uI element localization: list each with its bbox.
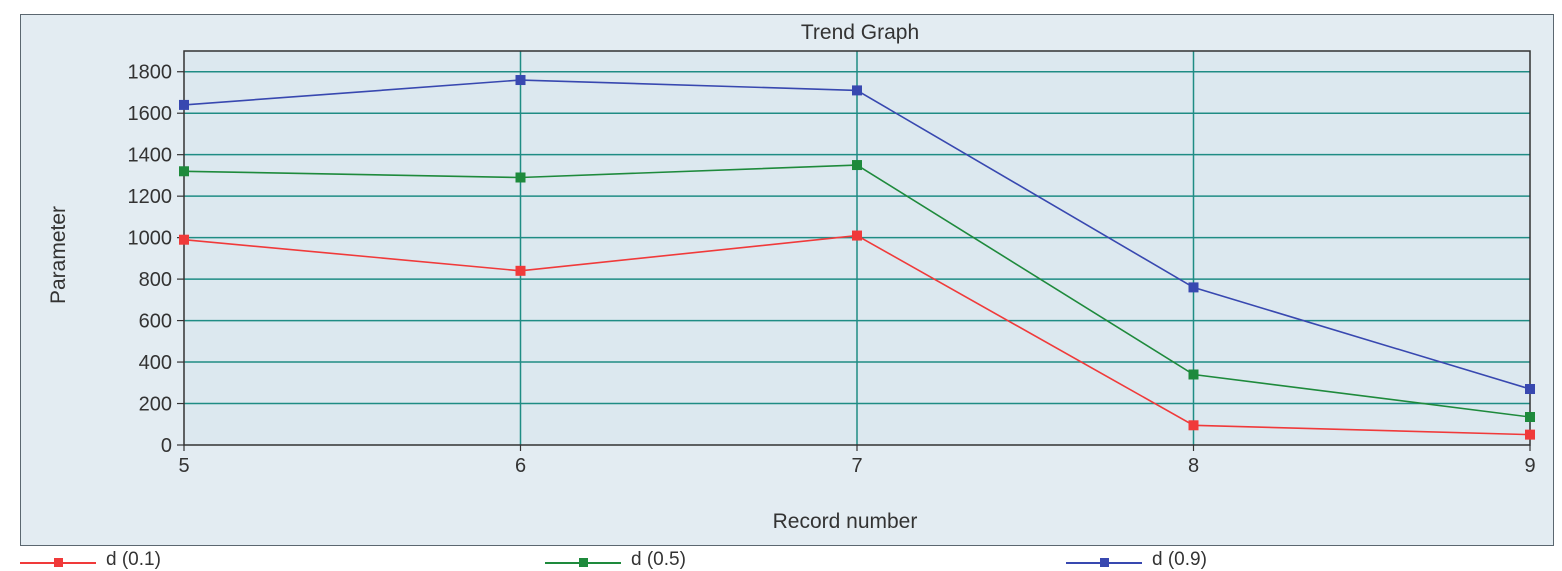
data-point-series-1	[852, 230, 862, 241]
trend-chart: 0 200 400 600 800 1000 1200 1400 1600 1800 5 6 7 8 9 Tr…	[47, 21, 1536, 533]
y-tick-label: 200	[139, 394, 172, 416]
legend-swatch	[20, 547, 96, 568]
data-point-series-1	[515, 265, 526, 276]
y-tick-label: 1600	[128, 103, 173, 125]
data-point-series-3	[852, 85, 862, 96]
legend-item-1: d (0.1)	[20, 547, 161, 570]
chart-legend: d (0.1) d (0.5) d (0.9)	[20, 547, 1562, 570]
data-point-series-3	[1525, 384, 1535, 395]
data-point-series-1	[1188, 420, 1199, 431]
x-axis-label: Record number	[773, 510, 918, 533]
legend-marker	[1100, 558, 1109, 567]
legend-item-2: d (0.5)	[545, 547, 686, 570]
data-point-series-2	[1188, 369, 1199, 380]
data-point-series-1	[179, 234, 189, 245]
x-tick-label: 5	[178, 455, 189, 477]
x-tick-label: 6	[515, 455, 526, 477]
y-tick-label: 0	[161, 435, 172, 457]
chart-title: Trend Graph	[801, 21, 919, 44]
plot-border	[183, 50, 1531, 446]
legend-swatch	[545, 547, 621, 568]
y-tick-label: 1200	[128, 186, 173, 208]
data-point-series-1	[1525, 429, 1535, 440]
x-tick-label: 8	[1188, 455, 1199, 477]
x-tick-label: 9	[1524, 455, 1535, 477]
legend-swatch	[1066, 547, 1142, 568]
data-point-series-2	[1525, 412, 1535, 423]
y-axis-label: Parameter	[47, 206, 70, 304]
chart-panel: 0 200 400 600 800 1000 1200 1400 1600 1800 5 6 7 8 9 Tr…	[20, 14, 1554, 546]
y-tick-label: 1800	[128, 62, 173, 84]
y-tick-label: 1400	[128, 145, 173, 167]
y-tick-label: 800	[139, 269, 172, 291]
y-tick-label: 1000	[128, 228, 173, 250]
data-point-series-2	[179, 166, 189, 177]
y-tick-label: 600	[139, 311, 172, 333]
data-point-series-3	[179, 99, 189, 110]
legend-marker	[579, 558, 588, 567]
legend-item-3: d (0.9)	[1066, 547, 1207, 570]
legend-label: d (0.1)	[106, 548, 161, 570]
legend-marker	[54, 558, 63, 567]
y-tick-label: 400	[139, 352, 172, 374]
x-tick-label: 7	[851, 455, 862, 477]
legend-label: d (0.9)	[1152, 548, 1207, 570]
data-point-series-3	[1188, 282, 1199, 293]
data-point-series-3	[515, 75, 526, 86]
legend-label: d (0.5)	[631, 548, 686, 570]
data-point-series-2	[515, 172, 526, 183]
data-point-series-2	[852, 160, 862, 171]
